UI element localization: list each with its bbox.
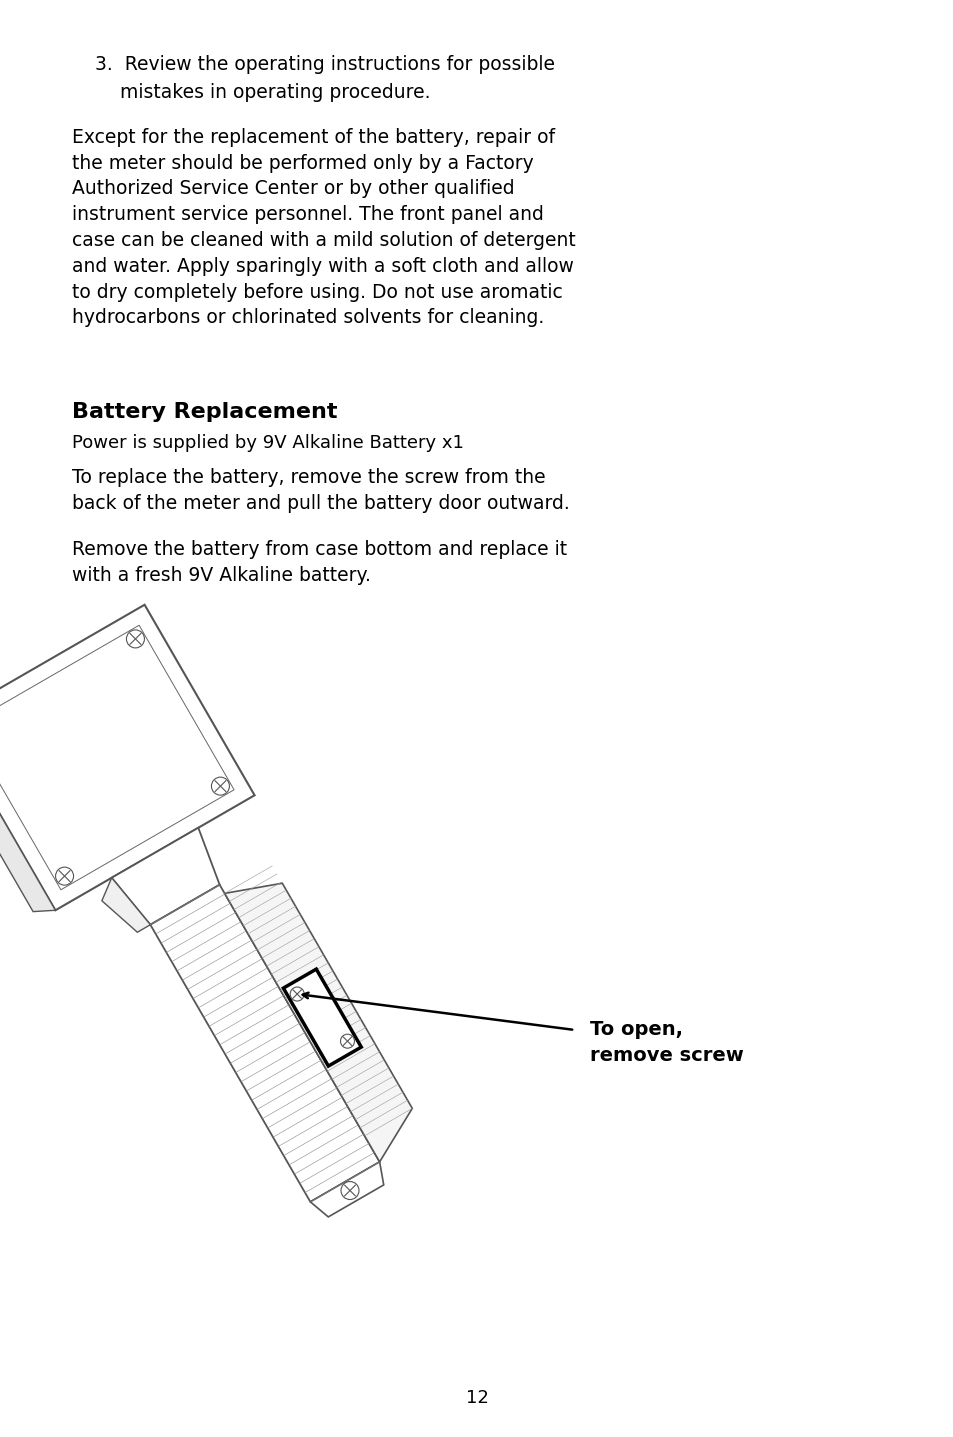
Text: To replace the battery, remove the screw from the
back of the meter and pull the: To replace the battery, remove the screw… [71,468,569,513]
Polygon shape [102,878,151,933]
Text: 3.  Review the operating instructions for possible: 3. Review the operating instructions for… [95,55,555,73]
Polygon shape [112,828,219,925]
Text: Remove the battery from case bottom and replace it
with a fresh 9V Alkaline batt: Remove the battery from case bottom and … [71,540,566,585]
Polygon shape [224,884,412,1163]
Text: To open,: To open, [589,1020,682,1039]
Polygon shape [151,885,379,1201]
Text: Battery Replacement: Battery Replacement [71,402,337,422]
Polygon shape [283,969,361,1066]
Text: Power is supplied by 9V Alkaline Battery x1: Power is supplied by 9V Alkaline Battery… [71,434,463,453]
Text: mistakes in operating procedure.: mistakes in operating procedure. [120,83,430,102]
Text: 12: 12 [465,1390,488,1407]
Polygon shape [0,720,55,911]
Polygon shape [310,1163,383,1217]
Text: remove screw: remove screw [589,1046,743,1065]
Text: Except for the replacement of the battery, repair of
the meter should be perform: Except for the replacement of the batter… [71,128,576,328]
Polygon shape [0,605,254,910]
